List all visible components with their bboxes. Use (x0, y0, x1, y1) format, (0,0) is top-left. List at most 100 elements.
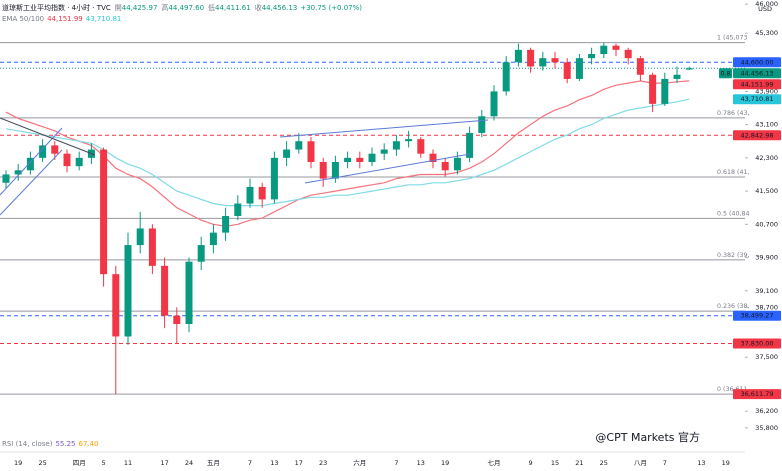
ema-value: 44,151.99 (47, 15, 83, 23)
fib-label: 1 (45,073 (717, 35, 748, 42)
candle-body (222, 216, 230, 233)
candle-body (685, 68, 693, 70)
x-tick-label: 15 (551, 459, 559, 467)
y-tick-label: 43,900 (755, 87, 778, 95)
price-tag: 0.8 (720, 69, 730, 77)
x-tick-label: 七月 (488, 458, 501, 467)
x-tick-label: 11 (124, 459, 132, 467)
candle-body (612, 45, 620, 50)
candle-body (380, 149, 388, 154)
y-tick-label: 46,000 (755, 0, 778, 8)
candle-body (392, 141, 400, 150)
price-label-box (733, 130, 781, 141)
price-label: 38,499.27 (740, 312, 773, 320)
candle-body (75, 157, 83, 167)
price-label-box (733, 94, 781, 105)
symbol-title: 道琼斯工业平均指数 · 4小时 · TVC (2, 3, 111, 12)
x-tick-label: 13 (270, 459, 278, 467)
y-tick-label: 39,900 (755, 254, 778, 262)
x-tick-label: 24 (185, 459, 193, 467)
rsi-value: 55.25 (55, 440, 75, 448)
ohlc-fields: 開44,425.97 高44,497.60 低44,411.61 收44,456.13 (115, 3, 298, 12)
candle-body (563, 62, 571, 79)
y-tick-label: 39,100 (755, 287, 778, 295)
x-tick-label: 23 (319, 459, 327, 467)
price-label-box (733, 79, 781, 90)
candle-body (344, 157, 352, 162)
x-tick-label: 五月 (207, 459, 220, 467)
candle-body (588, 54, 596, 59)
candle-body (466, 132, 474, 158)
fib-label: 0.618 (41, (717, 169, 750, 176)
price-label: 44,151.99 (740, 80, 773, 88)
candle-body (661, 78, 669, 104)
x-tick-label: 六月 (353, 458, 366, 467)
trend-line (0, 117, 96, 156)
candle-body (600, 45, 608, 54)
candle-body (173, 315, 181, 324)
y-tick-label: 36,200 (755, 407, 778, 415)
x-tick-label: 21 (575, 459, 583, 467)
field-value: 44,411.61 (215, 4, 251, 12)
candle-body (441, 162, 449, 171)
y-tick-label: 41,500 (755, 187, 778, 195)
price-label-box (733, 338, 781, 349)
x-tick-label: 25 (38, 459, 46, 467)
candle-body (453, 157, 461, 171)
currency: USD (758, 5, 772, 13)
wedge-line (304, 153, 471, 184)
candle-body (405, 139, 413, 142)
change: +30.75 (+0.07%) (300, 4, 362, 12)
candle-body (417, 139, 425, 154)
price-label-box (733, 389, 781, 400)
candle-body (551, 58, 559, 63)
candle-body (270, 157, 278, 200)
candle-body (209, 232, 217, 246)
fib-label: 0 (36,611 (717, 386, 748, 393)
price-label-box (733, 68, 781, 79)
y-tick-label: 37,500 (755, 353, 778, 361)
candle-body (185, 261, 193, 324)
rsi-legend: RSI (14, close) 55.25 67.40 (2, 440, 99, 448)
candle-body (429, 153, 437, 162)
x-tick-label: 19 (441, 459, 449, 467)
x-tick-label: 19 (14, 459, 22, 467)
candle-body (575, 58, 583, 79)
candle-body (100, 149, 108, 275)
candle-body (258, 186, 266, 200)
y-tick-label: 38,700 (755, 303, 778, 311)
candle-body (283, 149, 291, 158)
price-label: 36,611.79 (740, 390, 773, 398)
candle-body (161, 265, 169, 316)
candle-body (124, 245, 132, 337)
watermark: @CPT Markets 官方 (595, 430, 700, 444)
price-label-box (733, 57, 781, 68)
candle-body (331, 162, 339, 179)
candle-body (246, 186, 254, 204)
candle-body (148, 228, 156, 266)
x-tick-label: 7 (248, 459, 252, 467)
x-tick-label: 9 (529, 459, 533, 467)
y-tick-label: 40,700 (755, 220, 778, 228)
fib-label: 0.5 (40,84 (717, 210, 750, 217)
candle-body (624, 49, 632, 59)
ema-line (5, 98, 690, 207)
candle-body (502, 62, 510, 92)
ema-value: 43,710.81 (86, 15, 122, 23)
x-tick-label: 13 (697, 459, 705, 467)
fib-label: 0.382 (39, (717, 252, 750, 259)
candle-body (136, 228, 144, 246)
field-label: 開 (115, 4, 122, 12)
price-label-box (733, 310, 781, 321)
candle-body (14, 170, 22, 175)
rsi-label: RSI (14, close) (2, 440, 53, 448)
y-tick-label: 35,800 (755, 424, 778, 432)
x-tick-label: 19 (722, 459, 730, 467)
x-tick-label: 7 (394, 459, 398, 467)
fib-label: 0.786 (43, (717, 110, 750, 117)
field-label: 低 (208, 3, 215, 12)
candle-body (514, 49, 522, 63)
header: 道琼斯工业平均指数 · 4小时 · TVC 開44,425.97 高44,497.6… (2, 3, 362, 12)
